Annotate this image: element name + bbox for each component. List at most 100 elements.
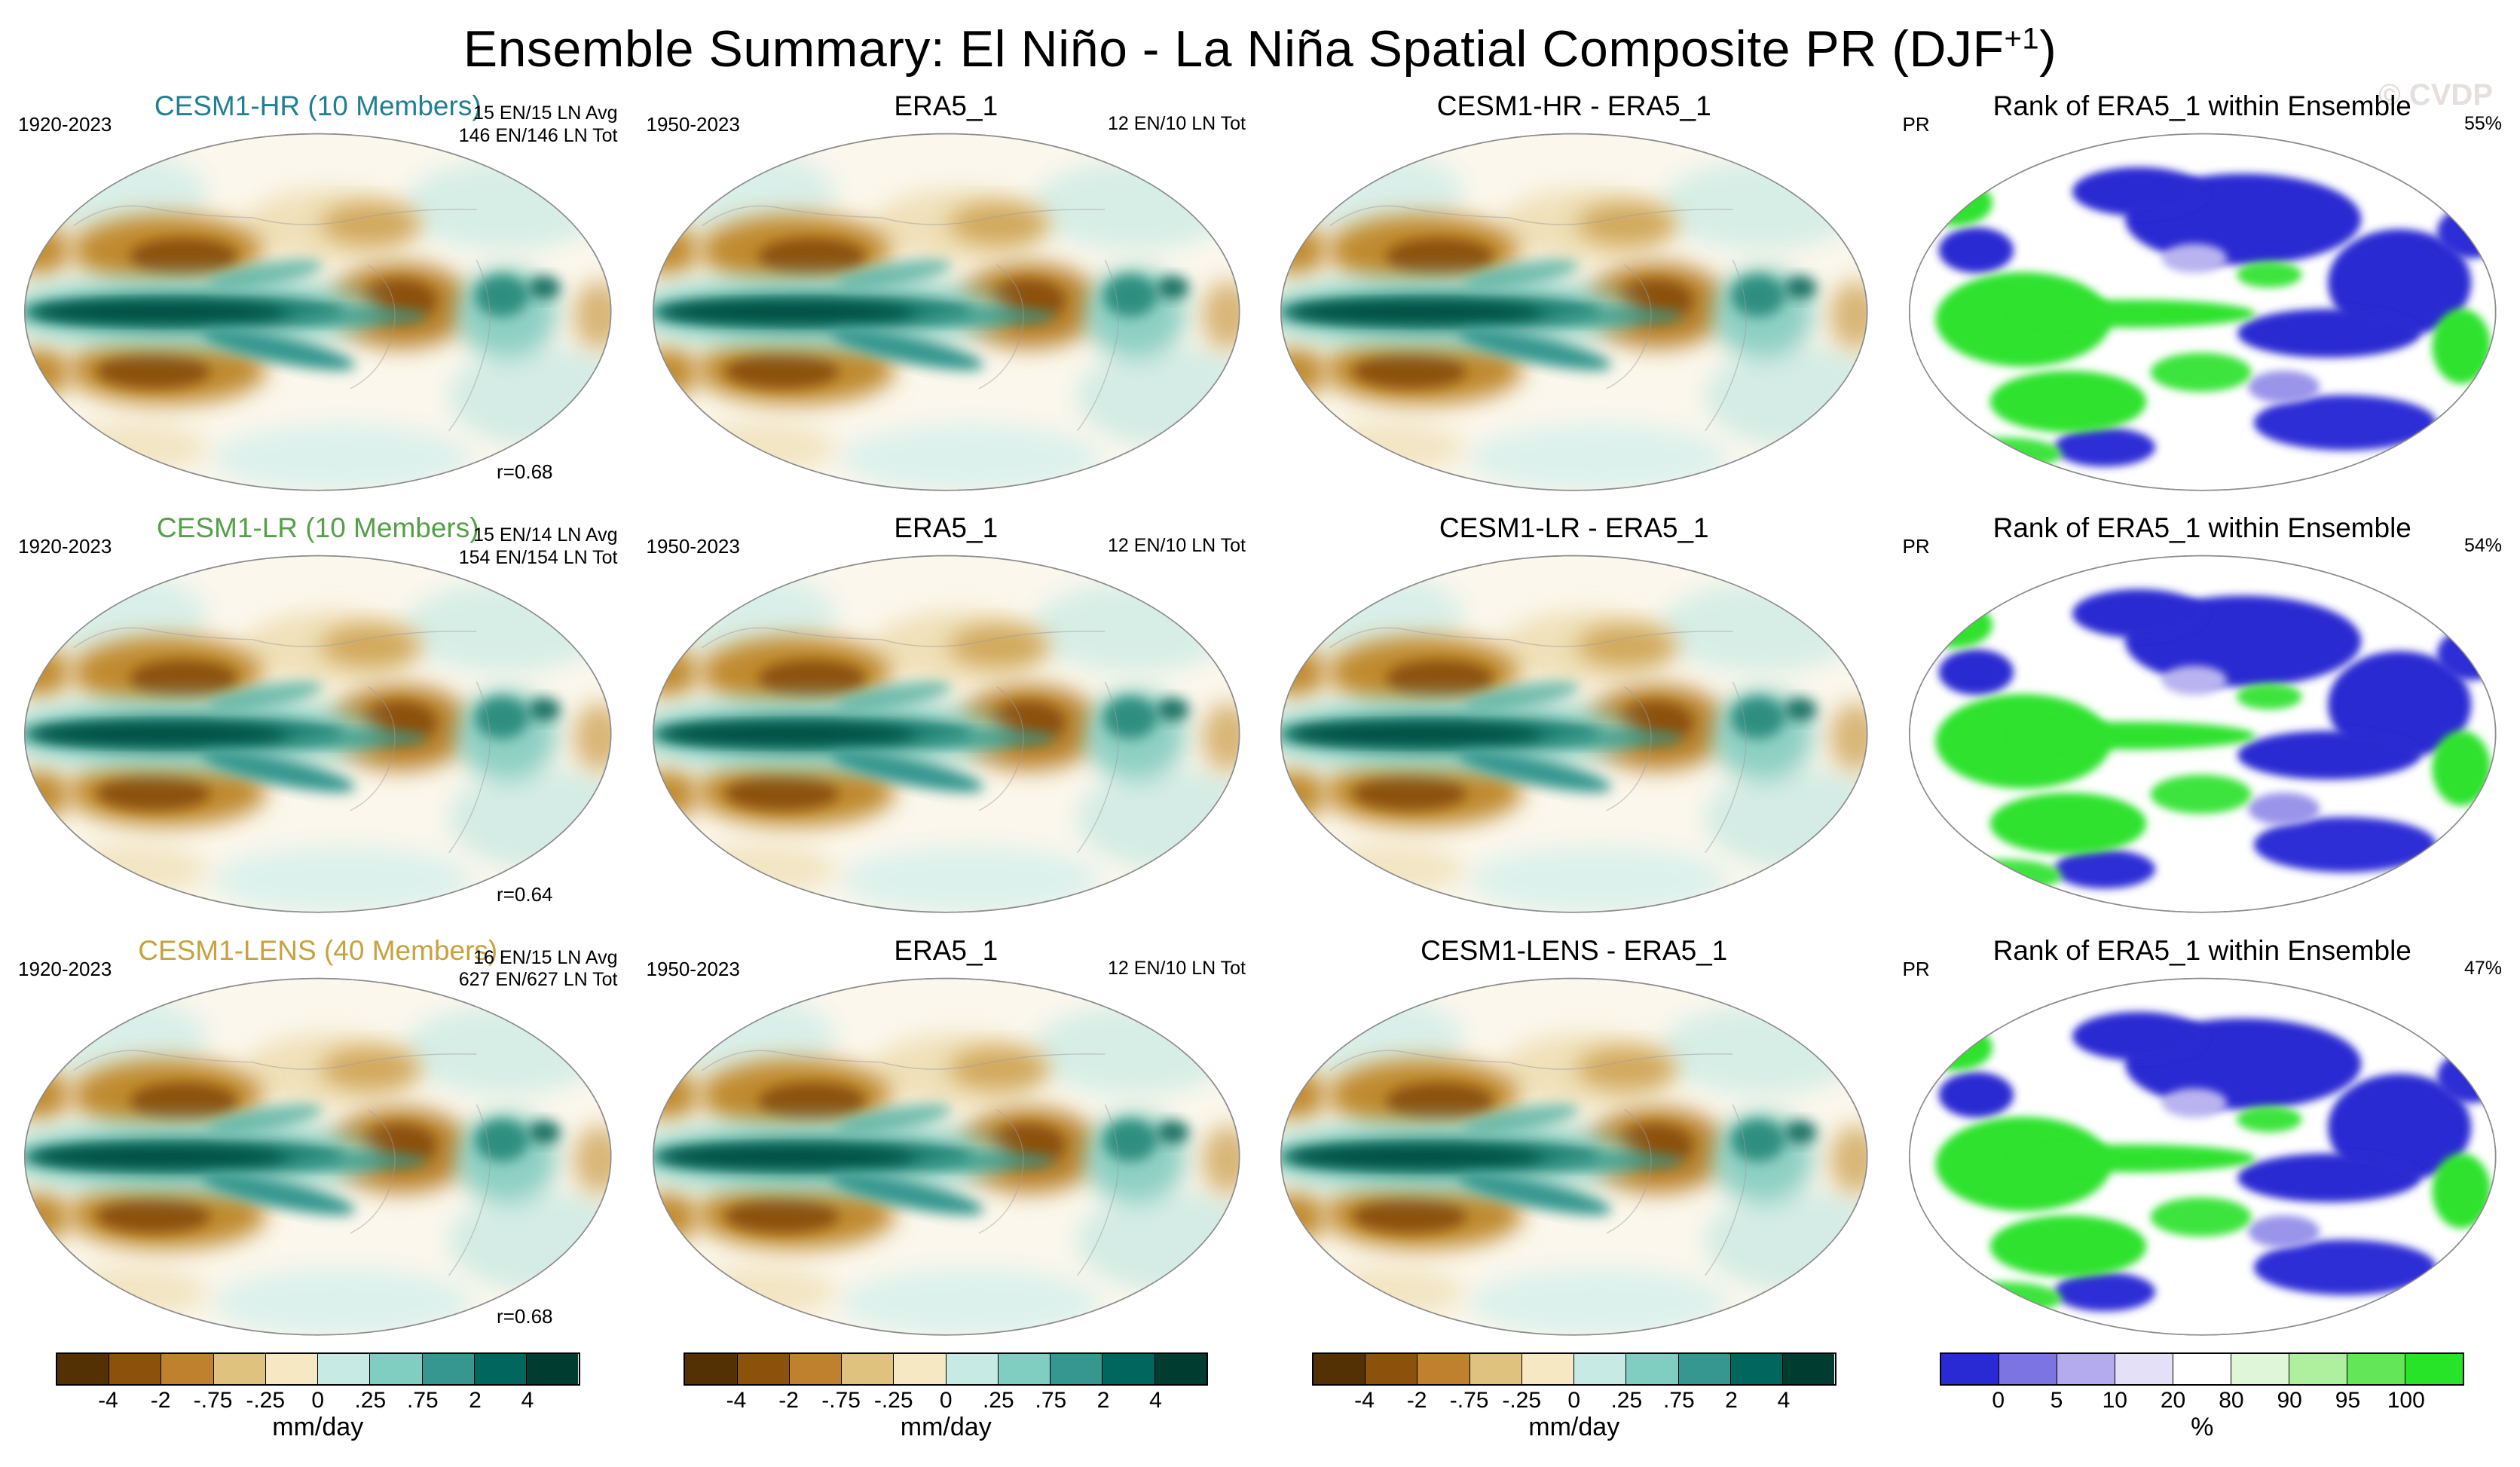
colorbar-segment <box>57 1353 109 1384</box>
colorbar-segment <box>841 1353 894 1384</box>
colorbar-tick-label: -4 <box>726 1387 747 1413</box>
colorbar-segment <box>1154 1353 1206 1384</box>
colorbar-segment <box>2115 1353 2173 1384</box>
rank-percent: 47% <box>2463 957 2502 979</box>
colorbar-tick-label: 0 <box>939 1387 953 1413</box>
colorbar-segment <box>1313 1353 1366 1384</box>
colorbar-tick-label: -2 <box>150 1387 171 1413</box>
colorbar-segments <box>55 1352 580 1386</box>
composite-stats: 16 EN/15 LN Avg 627 EN/627 LN Tot <box>459 947 618 992</box>
colorbar-tick-label: .25 <box>1610 1387 1643 1413</box>
colorbar-mmday-3: -4 -2 -.75 -.25 0 .25 .75 2 4 mm/day <box>1311 1352 1836 1442</box>
pattern-correlation-label: r=0.68 <box>497 460 553 484</box>
panel-title: CESM1-LENS (40 Members) <box>138 934 498 966</box>
panel-era5-row2: ERA5_1 1950-2023 12 EN/10 LN Tot <box>645 512 1248 918</box>
colorbar-segment <box>685 1353 737 1384</box>
difference-map <box>1273 550 1876 918</box>
colorbar-segment <box>1573 1353 1626 1384</box>
panel-title: Rank of ERA5_1 within Ensemble <box>1992 512 2411 544</box>
colorbar-tick-label: -.25 <box>873 1387 913 1413</box>
colorbar-unit: mm/day <box>1528 1412 1620 1441</box>
period-label: 1920-2023 <box>18 957 112 980</box>
colorbar-tick-label: 20 <box>2160 1387 2186 1413</box>
difference-map <box>1273 973 1876 1340</box>
composite-stats: 15 EN/14 LN Avg 154 EN/154 LN Tot <box>459 524 618 569</box>
colorbar-segment <box>109 1353 161 1384</box>
colorbar-unit: mm/day <box>900 1412 992 1441</box>
colorbar-unit: mm/day <box>272 1412 364 1441</box>
colorbar-tick-labels: -4 -2 -.75 -.25 0 .25 .75 2 4 <box>56 1386 580 1413</box>
colorbar-segment <box>1782 1353 1835 1384</box>
colorbar-segment <box>1729 1353 1783 1384</box>
colorbar-segment <box>2173 1353 2231 1384</box>
panel-cesm1-lens-composite: CESM1-LENS (40 Members) 1920-2023 16 EN/… <box>17 935 619 1340</box>
map-wrap <box>1273 128 1876 496</box>
panel-era5-row1: ERA5_1 1950-2023 12 EN/10 LN Tot <box>645 90 1248 496</box>
panel-diff-row2: CESM1-LR - ERA5_1 <box>1273 512 1876 918</box>
colorbar-tick-label: 10 <box>2102 1387 2127 1413</box>
map-wrap: r=0.68 <box>17 128 619 496</box>
colorbar-segment <box>2057 1353 2115 1384</box>
composite-stats: 15 EN/15 LN Avg 146 EN/146 LN Tot <box>459 102 618 147</box>
colorbar-segment <box>1521 1353 1574 1384</box>
panel-diff-row1: CESM1-HR - ERA5_1 <box>1273 90 1876 496</box>
stats-tot: 146 EN/146 LN Tot <box>458 124 618 146</box>
period-label: 1950-2023 <box>646 957 740 980</box>
colorbar-tick-labels: -4 -2 -.75 -.25 0 .25 .75 2 4 <box>1312 1386 1836 1413</box>
colorbar-tick-label: 5 <box>2050 1387 2063 1413</box>
colorbar-mmday-2: -4 -2 -.75 -.25 0 .25 .75 2 4 mm/day <box>684 1352 1209 1442</box>
stats-avg: 15 EN/15 LN Avg <box>473 102 618 124</box>
panel-title: CESM1-HR - ERA5_1 <box>1436 90 1711 121</box>
map-wrap: r=0.68 <box>17 973 619 1340</box>
colorbar-tick-label: -.75 <box>1449 1387 1489 1413</box>
colorbar-tick-label: 4 <box>1149 1387 1162 1413</box>
composite-map <box>645 973 1248 1340</box>
colorbar-tick-label: -2 <box>1406 1387 1427 1413</box>
colorbar-tick-labels: -4 -2 -.75 -.25 0 .25 .75 2 4 <box>684 1386 1208 1413</box>
colorbar-segment <box>1625 1353 1678 1384</box>
period-label: 1950-2023 <box>646 535 740 558</box>
composite-stats: 12 EN/10 LN Tot <box>1108 535 1246 557</box>
colorbar-segment <box>526 1353 579 1384</box>
stats-tot: 154 EN/154 LN Tot <box>458 546 618 568</box>
colorbar-tick-label: 0 <box>1567 1387 1581 1413</box>
stats-avg: 16 EN/15 LN Avg <box>473 946 618 968</box>
colorbar-segment <box>1102 1353 1154 1384</box>
panel-rank-row1: Rank of ERA5_1 within Ensemble PR 55% <box>1901 90 2504 496</box>
colorbar-tick-label: .75 <box>1035 1387 1067 1413</box>
map-wrap <box>645 973 1248 1340</box>
colorbar-tick-label: .75 <box>1663 1387 1695 1413</box>
colorbar-segments <box>1311 1352 1836 1386</box>
map-panel-grid: CESM1-HR (10 Members) 1920-2023 15 EN/15… <box>0 78 2520 1340</box>
field-label: PR <box>1902 535 1930 558</box>
cvdp-watermark: © CVDP <box>2378 78 2493 112</box>
panel-title: ERA5_1 <box>894 934 999 966</box>
colorbar-segment <box>1469 1353 1521 1384</box>
colorbar-tick-label: 4 <box>1777 1387 1791 1413</box>
colorbar-segment <box>2405 1353 2463 1384</box>
stats-avg: 15 EN/14 LN Avg <box>473 524 618 546</box>
composite-map <box>645 550 1248 918</box>
colorbar-segment <box>1999 1353 2057 1384</box>
colorbar-tick-label: -.25 <box>1502 1387 1542 1413</box>
rank-percent: 54% <box>2463 535 2502 557</box>
field-label: PR <box>1902 113 1930 136</box>
panel-title: ERA5_1 <box>894 512 999 544</box>
colorbar-tick-label: 80 <box>2219 1387 2244 1413</box>
colorbar-segment <box>2347 1353 2405 1384</box>
colorbar-segment <box>945 1353 998 1384</box>
colorbar-tick-label: -.75 <box>821 1387 861 1413</box>
composite-map <box>17 973 619 1340</box>
period-label: 1920-2023 <box>18 113 112 136</box>
panel-rank-row3: Rank of ERA5_1 within Ensemble PR 47% <box>1901 935 2504 1340</box>
colorbar-tick-label: -4 <box>98 1387 118 1413</box>
colorbar-tick-label: 0 <box>311 1387 325 1413</box>
panel-diff-row3: CESM1-LENS - ERA5_1 <box>1273 935 1876 1340</box>
colorbar-tick-label: 100 <box>2387 1387 2425 1413</box>
colorbar-row: -4 -2 -.75 -.25 0 .25 .75 2 4 mm/day -4 <box>0 1340 2520 1442</box>
colorbar-tick-label: -.25 <box>246 1387 286 1413</box>
colorbar-tick-label: .75 <box>407 1387 439 1413</box>
composite-stats: 12 EN/10 LN Tot <box>1108 957 1246 979</box>
map-wrap <box>1273 550 1876 918</box>
colorbar-tick-label: 95 <box>2335 1387 2361 1413</box>
